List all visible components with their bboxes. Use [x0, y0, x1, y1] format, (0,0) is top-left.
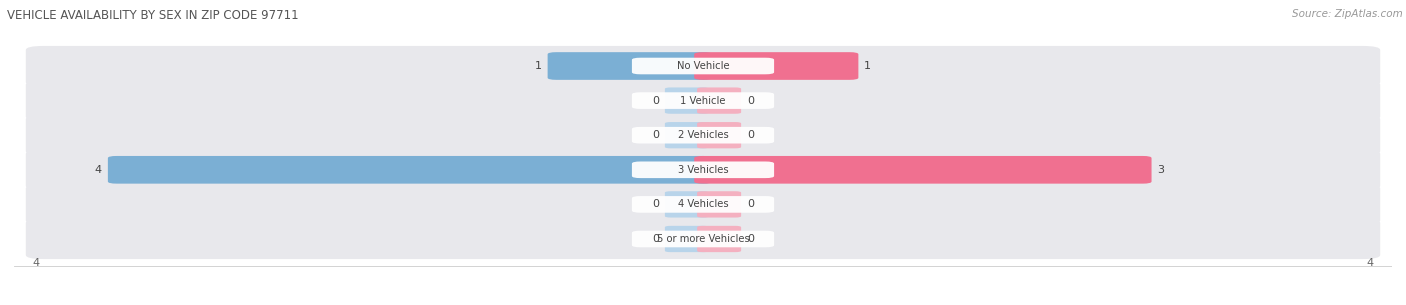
FancyBboxPatch shape — [665, 191, 709, 217]
FancyBboxPatch shape — [547, 52, 711, 80]
FancyBboxPatch shape — [631, 127, 775, 144]
Text: VEHICLE AVAILABILITY BY SEX IN ZIP CODE 97711: VEHICLE AVAILABILITY BY SEX IN ZIP CODE … — [7, 9, 298, 22]
FancyBboxPatch shape — [25, 81, 1381, 121]
FancyBboxPatch shape — [631, 58, 775, 74]
FancyBboxPatch shape — [25, 46, 1381, 86]
Text: 0: 0 — [652, 130, 659, 140]
FancyBboxPatch shape — [108, 156, 711, 184]
FancyBboxPatch shape — [665, 122, 709, 148]
Text: 4: 4 — [1367, 257, 1374, 267]
Text: 0: 0 — [747, 95, 754, 106]
FancyBboxPatch shape — [665, 88, 709, 114]
FancyBboxPatch shape — [25, 150, 1381, 190]
Text: No Vehicle: No Vehicle — [676, 61, 730, 71]
Text: 2 Vehicles: 2 Vehicles — [678, 130, 728, 140]
Text: 0: 0 — [652, 95, 659, 106]
FancyBboxPatch shape — [695, 156, 1152, 184]
Text: 1: 1 — [534, 61, 541, 71]
Text: 5 or more Vehicles: 5 or more Vehicles — [657, 234, 749, 244]
Text: 1 Vehicle: 1 Vehicle — [681, 95, 725, 106]
FancyBboxPatch shape — [25, 219, 1381, 259]
Text: 3: 3 — [1157, 165, 1164, 175]
FancyBboxPatch shape — [25, 184, 1381, 224]
FancyBboxPatch shape — [697, 88, 741, 114]
Text: 4 Vehicles: 4 Vehicles — [678, 199, 728, 210]
Text: 0: 0 — [652, 234, 659, 244]
FancyBboxPatch shape — [25, 115, 1381, 155]
FancyBboxPatch shape — [631, 231, 775, 247]
Text: 1: 1 — [865, 61, 872, 71]
FancyBboxPatch shape — [697, 122, 741, 148]
Text: 0: 0 — [747, 130, 754, 140]
FancyBboxPatch shape — [695, 52, 859, 80]
FancyBboxPatch shape — [631, 161, 775, 178]
FancyBboxPatch shape — [697, 191, 741, 217]
Text: 4: 4 — [32, 257, 39, 267]
Text: 0: 0 — [747, 199, 754, 210]
FancyBboxPatch shape — [631, 92, 775, 109]
Text: 0: 0 — [652, 199, 659, 210]
FancyBboxPatch shape — [665, 226, 709, 252]
FancyBboxPatch shape — [697, 226, 741, 252]
Text: 0: 0 — [747, 234, 754, 244]
Text: 3 Vehicles: 3 Vehicles — [678, 165, 728, 175]
Text: Source: ZipAtlas.com: Source: ZipAtlas.com — [1292, 9, 1403, 19]
FancyBboxPatch shape — [631, 196, 775, 213]
Text: 4: 4 — [94, 165, 103, 175]
